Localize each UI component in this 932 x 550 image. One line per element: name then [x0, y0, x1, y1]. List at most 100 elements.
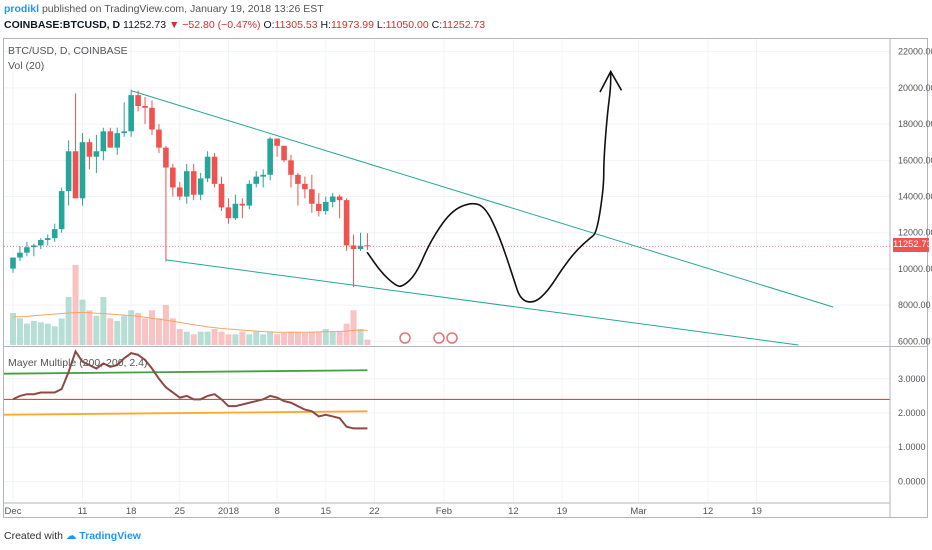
- low-label: L:: [376, 19, 386, 31]
- candle-body: [357, 245, 364, 250]
- candle-body: [246, 183, 253, 206]
- volume-bar: [58, 318, 65, 345]
- candle-body: [302, 183, 308, 190]
- volume-bar: [162, 305, 169, 345]
- volume-bar: [225, 334, 232, 345]
- price-change: −52.80 (−0.47%): [182, 19, 261, 31]
- volume-bar: [315, 331, 322, 345]
- candle-body: [58, 191, 65, 230]
- open-label: O:: [263, 19, 275, 31]
- candle-body: [93, 151, 100, 157]
- candle-body: [336, 196, 343, 201]
- volume-bar: [93, 315, 100, 345]
- time-tick-label: 15: [320, 506, 331, 517]
- candle-body: [350, 245, 357, 250]
- volume-bar: [142, 318, 149, 345]
- hand-drawn-forecast: [366, 70, 612, 303]
- volume-bar: [232, 334, 239, 345]
- candle-body: [253, 176, 260, 184]
- volume-bar: [135, 313, 142, 345]
- mayer-multiple-line: [12, 349, 368, 430]
- volume-bar: [190, 334, 197, 345]
- time-tick-label: 2018: [218, 506, 239, 517]
- indicator-label: Mayer Multiple (200, 200, 2.4): [8, 357, 148, 369]
- volume-bar: [246, 334, 253, 345]
- volume-bar: [16, 318, 23, 345]
- candle-body: [322, 201, 329, 212]
- candle-body: [295, 174, 301, 184]
- volume-bar: [301, 333, 308, 345]
- candle-body: [232, 203, 239, 219]
- volume-bar: [65, 297, 72, 345]
- volume-bar: [274, 334, 281, 345]
- candle-body: [51, 229, 58, 239]
- candle-body: [211, 156, 218, 184]
- candle-body: [204, 156, 211, 179]
- mayer-tick-label: 3.0000: [898, 374, 926, 384]
- volume-bar: [121, 315, 128, 345]
- candle-body: [10, 257, 16, 269]
- time-tick-label: 19: [557, 506, 568, 517]
- candle-body: [183, 171, 190, 197]
- volume-bar: [86, 310, 93, 345]
- volume-bar: [364, 339, 371, 345]
- time-tick-label: 18: [126, 506, 137, 517]
- volume-bar: [37, 322, 44, 345]
- candle-body: [239, 203, 246, 206]
- price-tick-label: 16000.00: [898, 155, 932, 165]
- earnings-marker-icon: [399, 332, 411, 344]
- candle-body: [288, 160, 294, 175]
- volume-bar: [336, 331, 343, 345]
- trendline: [165, 259, 799, 346]
- candle-body: [309, 189, 315, 204]
- candle-body: [329, 196, 336, 202]
- volume-bar: [155, 318, 162, 345]
- candle-body: [218, 183, 225, 208]
- price-tick-label: 6000.00: [898, 336, 931, 346]
- time-tick-label: 12: [508, 506, 519, 517]
- candle-body: [86, 142, 93, 157]
- volume-bar: [357, 329, 364, 345]
- footer: Created with ☁ TradingView: [4, 530, 141, 542]
- tradingview-link[interactable]: TradingView: [79, 530, 141, 542]
- volume-label: Vol (20): [8, 60, 45, 72]
- candle-body: [177, 187, 183, 197]
- low-value: 11050.00: [385, 19, 429, 31]
- close-value: 11252.73: [442, 19, 486, 31]
- time-tick-label: 22: [369, 506, 380, 517]
- price-tick-label: 14000.00: [898, 192, 932, 202]
- chart-frame: [3, 38, 928, 518]
- volume-bar: [218, 331, 225, 345]
- high-value: 11973.99: [330, 19, 374, 31]
- volume-bar: [350, 310, 357, 345]
- created-with-label: Created with: [4, 530, 63, 542]
- candle-body: [274, 138, 280, 146]
- author-name[interactable]: prodikl: [4, 3, 40, 15]
- volume-bar: [107, 318, 114, 345]
- price-tick-label: 8000.00: [898, 300, 931, 310]
- volume-bar: [260, 334, 267, 345]
- volume-bar: [267, 331, 274, 345]
- volume-bar: [253, 331, 260, 345]
- volume-bar: [10, 313, 16, 345]
- mayer-tick-label: 0.0000: [898, 476, 926, 486]
- high-label: H:: [320, 19, 331, 31]
- candle-body: [364, 245, 371, 247]
- price-tick-label: 18000.00: [898, 119, 932, 129]
- forecast-arrowhead: [599, 69, 622, 93]
- volume-bar: [211, 329, 218, 345]
- volume-bar: [44, 323, 51, 345]
- last-price: 11252.73: [123, 19, 167, 31]
- candle-body: [121, 131, 127, 134]
- time-tick-label: 25: [175, 506, 186, 517]
- volume-bar: [23, 323, 30, 345]
- volume-bar: [204, 331, 211, 345]
- candle-body: [17, 252, 23, 258]
- candle-body: [128, 95, 134, 132]
- candle-body: [72, 151, 79, 199]
- time-tick-label: 12: [703, 506, 714, 517]
- candle-body: [225, 207, 232, 219]
- tradingview-logo-icon: ☁: [65, 530, 77, 542]
- candle-body: [44, 238, 51, 240]
